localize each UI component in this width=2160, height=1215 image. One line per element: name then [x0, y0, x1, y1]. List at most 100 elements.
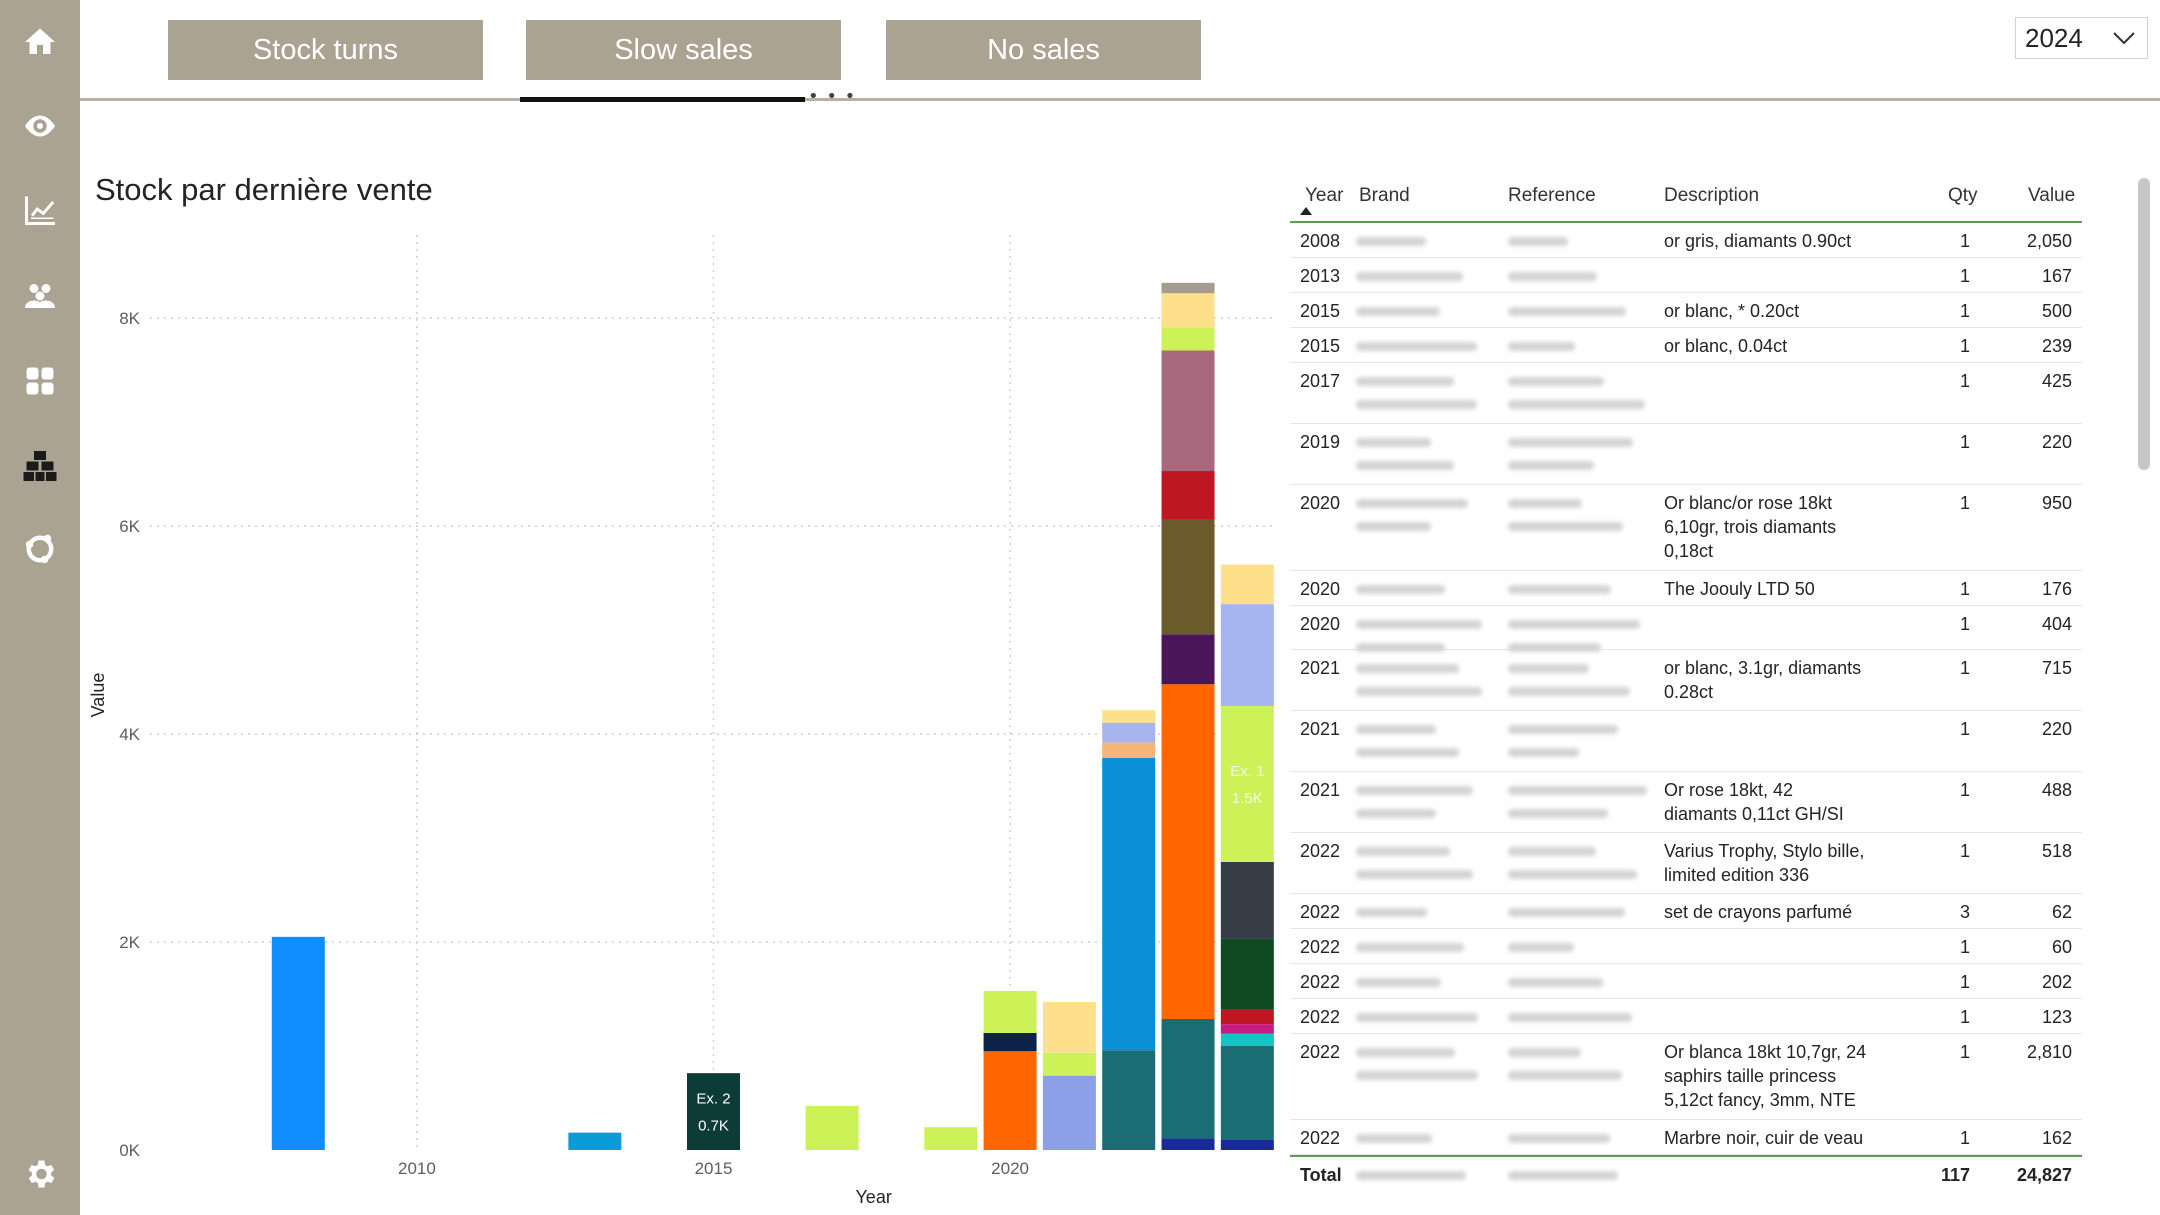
col-header-year[interactable]: Year	[1305, 185, 1344, 206]
col-header-description[interactable]: Description	[1664, 185, 1760, 206]
col-header-reference[interactable]: Reference	[1508, 185, 1596, 206]
cell-description: Or blanc/or rose 18kt 6,10gr, trois diam…	[1664, 493, 1837, 561]
cell-qty: 1	[1959, 579, 1970, 599]
cell-brand-redacted	[1356, 491, 1496, 545]
cell-value: 176	[2041, 579, 2072, 599]
table-row[interactable]: 2015 or blanc, * 0.20ct 1 500	[1290, 293, 2082, 328]
col-header-value[interactable]: Value	[2028, 185, 2076, 206]
cell-brand-redacted	[1356, 299, 1496, 330]
bar-segment-2024	[1220, 861, 1274, 939]
cell-brand-redacted	[1356, 900, 1496, 931]
cell-value: 2,050	[2026, 231, 2072, 251]
cell-qty: 1	[1959, 972, 1970, 992]
cell-reference-redacted	[1508, 839, 1653, 893]
y-tick-label: 4K	[119, 725, 140, 744]
cell-description: set de crayons parfumé	[1664, 902, 1853, 922]
bar-segment-2023	[1161, 327, 1215, 351]
bar-segment-2023	[1161, 634, 1215, 685]
table-row[interactable]: 2021 or blanc, 3.1gr, diamants 0.28ct 1 715	[1290, 650, 2082, 711]
y-tick-label: 8K	[119, 309, 140, 328]
grid-icon[interactable]	[18, 359, 62, 403]
more-options-icon[interactable]: • • •	[808, 86, 857, 107]
table-row[interactable]: 2022 1 123	[1290, 999, 2082, 1034]
cell-year: 2021	[1300, 658, 1341, 678]
table-row[interactable]: 2022 1 202	[1290, 964, 2082, 999]
table-row[interactable]: 2015 or blanc, 0.04ct 1 239	[1290, 328, 2082, 363]
cell-value: 220	[2041, 432, 2072, 452]
bar-segment-2020	[983, 1051, 1037, 1150]
cell-year: 2008	[1300, 231, 1341, 251]
cell-value: 123	[2041, 1007, 2072, 1027]
cell-reference-redacted	[1508, 970, 1653, 1001]
bar-segment-2022	[1102, 710, 1156, 723]
year-dropdown[interactable]: 2024	[2015, 17, 2148, 59]
bar-segment-2021	[1042, 1052, 1096, 1076]
table-row[interactable]: 2013 1 167	[1290, 258, 2082, 293]
cell-reference-redacted	[1508, 900, 1653, 931]
col-header-qty[interactable]: Qty	[1948, 185, 1978, 206]
cell-reference-redacted	[1508, 369, 1653, 423]
bar-segment-2023	[1161, 293, 1215, 328]
tab-stock-turns[interactable]: Stock turns	[168, 20, 483, 80]
table-row[interactable]: 2020 The Joouly LTD 50 1 176	[1290, 571, 2082, 606]
bar-segment-2015	[687, 1073, 740, 1150]
people-icon[interactable]	[18, 274, 62, 318]
tab-no-sales[interactable]: No sales	[886, 20, 1201, 80]
table-row[interactable]: 2022 set de crayons parfumé 3 62	[1290, 894, 2082, 929]
eye-icon[interactable]	[18, 104, 62, 148]
table-row[interactable]: 2022 Or blanca 18kt 10,7gr, 24 saphirs ta…	[1290, 1034, 2082, 1120]
cell-qty: 1	[1959, 371, 1970, 391]
table-row[interactable]: 2020 1 404	[1290, 606, 2082, 652]
table-row[interactable]: 2020 Or blanc/or rose 18kt 6,10gr, trois …	[1290, 485, 2082, 571]
table-row[interactable]: 2022 1 60	[1290, 929, 2082, 964]
table-row[interactable]: 2021 1 220	[1290, 711, 2082, 772]
cell-qty: 1	[1959, 1007, 1970, 1027]
table-row[interactable]: 2021 Or rose 18kt, 42 diamants 0,11ct GH/…	[1290, 772, 2082, 833]
cell-year: 2022	[1300, 1042, 1341, 1062]
bar-segment-2023	[1161, 471, 1215, 520]
cell-value: 62	[2051, 902, 2072, 922]
cell-value: 60	[2051, 937, 2072, 957]
cell-description: Or blanca 18kt 10,7gr, 24 saphirs taille…	[1664, 1042, 1867, 1110]
col-header-brand[interactable]: Brand	[1359, 185, 1410, 206]
table-row[interactable]: 2019 1 220	[1290, 424, 2082, 485]
cell-year: 2022	[1300, 1007, 1341, 1027]
line-chart-icon[interactable]	[18, 188, 62, 232]
table-row[interactable]: 2022 Varius Trophy, Stylo bille, limited …	[1290, 833, 2082, 894]
total-qty: 117	[1940, 1165, 1970, 1185]
table-row[interactable]: 2017 1 425	[1290, 363, 2082, 424]
cell-value: 167	[2041, 266, 2072, 286]
tab-slow-sales[interactable]: Slow sales	[526, 20, 841, 80]
cell-description: or blanc, 0.04ct	[1664, 336, 1788, 356]
cell-year: 2021	[1300, 719, 1341, 739]
cell-year: 2019	[1300, 432, 1341, 452]
table-row[interactable]: 2008 or gris, diamants 0.90ct 1 2,050	[1290, 223, 2082, 258]
boxes-icon[interactable]	[18, 444, 62, 488]
network-icon[interactable]	[18, 527, 62, 571]
sidebar-nav	[0, 0, 80, 1215]
cell-value: 425	[2041, 371, 2072, 391]
cell-brand-redacted	[1356, 1005, 1496, 1036]
y-tick-label: 0K	[119, 1141, 140, 1160]
cell-year: 2022	[1300, 902, 1341, 922]
bar-segment-2020	[983, 990, 1037, 1033]
cell-qty: 1	[1959, 1128, 1970, 1148]
cell-description: or blanc, 3.1gr, diamants 0.28ct	[1664, 658, 1862, 702]
home-icon[interactable]	[18, 20, 62, 64]
data-label: Ex. 2	[696, 1091, 730, 1108]
chevron-down-icon	[2113, 32, 2135, 45]
cell-qty: 1	[1959, 231, 1970, 251]
bar-segment-2024	[1220, 938, 1274, 1010]
total-value: 24,827	[2016, 1165, 2072, 1185]
cell-qty: 1	[1959, 301, 1970, 321]
table-scrollbar[interactable]	[2138, 178, 2150, 470]
cell-reference-redacted	[1508, 717, 1653, 771]
table-row[interactable]: 2022 Marbre noir, cuir de veau 1 162	[1290, 1120, 2082, 1155]
cell-qty: 1	[1959, 614, 1970, 634]
bar-segment-2019	[924, 1127, 978, 1150]
cell-brand-redacted	[1356, 612, 1496, 666]
cell-year: 2020	[1300, 614, 1341, 634]
settings-icon[interactable]	[18, 1152, 62, 1196]
cell-reference-redacted	[1508, 612, 1653, 666]
cell-value: 500	[2041, 301, 2072, 321]
